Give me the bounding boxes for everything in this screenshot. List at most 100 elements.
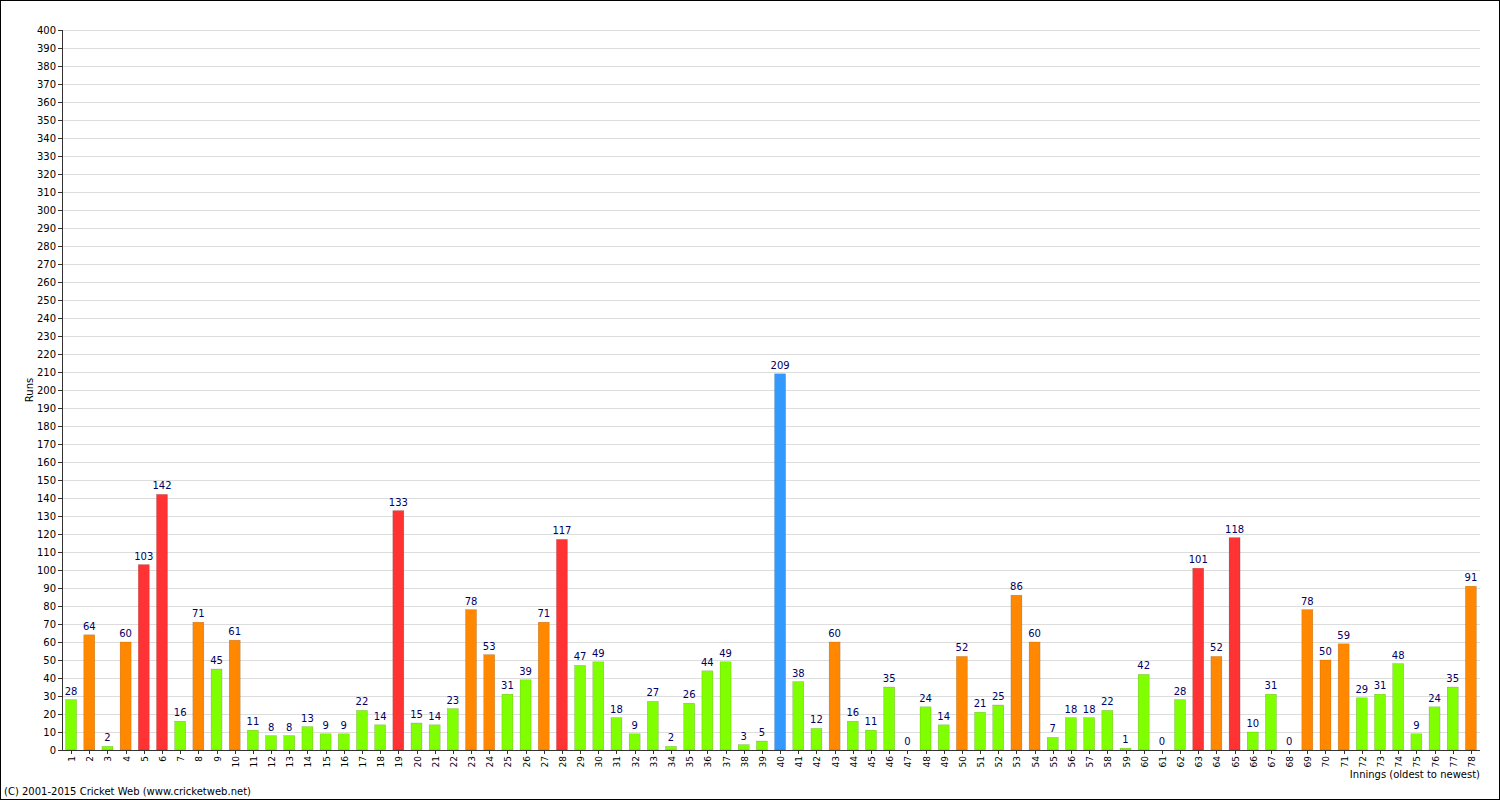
x-tick-label: 51 [976,756,986,767]
bar [66,700,77,750]
grid-line [62,228,1480,229]
x-tick [1107,750,1108,754]
y-tick-label: 250 [37,295,56,306]
y-tick-label: 80 [43,601,56,612]
x-tick [1471,750,1472,754]
x-tick [471,750,472,754]
data-label: 29 [1355,684,1368,695]
grid-line [62,660,1480,661]
x-tick-label: 68 [1285,756,1295,768]
y-tick-label: 30 [43,691,56,702]
x-tick [798,750,799,754]
data-label: 52 [1210,642,1223,653]
x-tick [1325,750,1326,754]
chart-container: 0102030405060708090100110120130140150160… [0,0,1500,800]
bar [684,703,695,750]
data-label: 50 [1319,646,1332,657]
y-tick [58,642,62,643]
annotation: (C) 2001-2015 Cricket Web (www.cricketwe… [4,786,251,797]
x-tick [1126,750,1127,754]
bar [266,736,277,750]
x-tick-label: 32 [631,756,641,767]
grid-line [62,444,1480,445]
data-label: 142 [152,480,171,491]
data-label: 86 [1010,581,1023,592]
data-label: 7 [1050,723,1056,734]
bar [138,565,149,750]
x-tick [1180,750,1181,754]
grid-line [62,264,1480,265]
data-label: 15 [410,709,423,720]
x-tick-label: 53 [1012,756,1022,767]
data-label: 14 [428,711,441,722]
bar [556,539,567,750]
x-tick [489,750,490,754]
x-tick [162,750,163,754]
y-tick [58,660,62,661]
y-tick-label: 150 [37,475,56,486]
x-tick [107,750,108,754]
bar [375,725,386,750]
y-tick [58,318,62,319]
grid-line [62,210,1480,211]
bar [247,730,258,750]
data-label: 49 [719,648,732,659]
bar [429,725,440,750]
bar [502,694,513,750]
y-tick [58,66,62,67]
bar [520,680,531,750]
x-tick [1344,750,1345,754]
x-tick [580,750,581,754]
x-tick [835,750,836,754]
y-tick [58,480,62,481]
x-tick [253,750,254,754]
x-tick-label: 55 [1049,756,1059,767]
x-tick-label: 24 [485,756,495,768]
data-label: 9 [322,720,328,731]
data-label: 101 [1189,554,1208,565]
x-tick-label: 5 [140,756,150,762]
y-tick [58,354,62,355]
bar [156,494,167,750]
x-tick-label: 37 [722,756,732,767]
chart: 0102030405060708090100110120130140150160… [0,0,1500,800]
x-tick [198,750,199,754]
y-tick-label: 140 [37,493,56,504]
grid-line [62,570,1480,571]
x-tick-label: 59 [1122,756,1132,768]
y-tick [58,156,62,157]
grid-line [62,516,1480,517]
y-tick [58,246,62,247]
x-tick-label: 4 [122,756,132,762]
x-tick-label: 17 [358,756,368,767]
y-tick-label: 280 [37,241,56,252]
x-tick-label: 42 [812,756,822,767]
x-tick [453,750,454,754]
bar [84,635,95,750]
data-label: 28 [65,686,78,697]
data-label: 2 [668,732,674,743]
x-tick-label: 10 [231,756,241,768]
bar [1065,718,1076,750]
bar [1320,660,1331,750]
x-tick [853,750,854,754]
x-tick [1071,750,1072,754]
bar [1302,610,1313,750]
x-tick-label: 41 [794,756,804,767]
bar [975,712,986,750]
x-tick [562,750,563,754]
x-tick [744,750,745,754]
bar [666,746,677,750]
y-tick-label: 390 [37,43,56,54]
data-label: 60 [119,628,132,639]
x-tick-label: 35 [685,756,695,767]
grid-line [62,318,1480,319]
y-tick-label: 110 [37,547,56,558]
x-tick-label: 45 [867,756,877,767]
bar [1284,750,1295,751]
data-label: 18 [1083,704,1096,715]
bar [393,511,404,750]
y-tick [58,192,62,193]
y-tick [58,732,62,733]
x-tick [1416,750,1417,754]
